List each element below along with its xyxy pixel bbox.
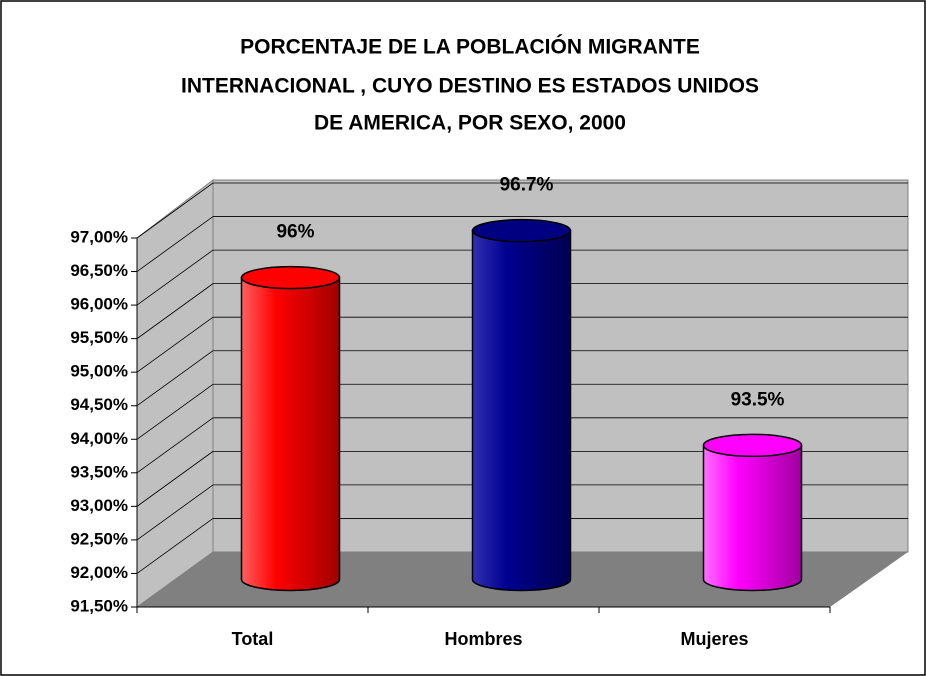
grid-line [136, 249, 214, 306]
y-tick-label: 92,00% [70, 563, 128, 582]
y-tick-label: 93,50% [70, 462, 128, 481]
title-line: INTERNACIONAL , CUYO DESTINO ES ESTADOS … [181, 75, 759, 98]
title-line: DE AMERICA, POR SEXO, 2000 [314, 112, 626, 135]
y-tick-label: 94,00% [70, 429, 128, 448]
grid-line [136, 283, 214, 339]
grid-line [136, 216, 214, 272]
grid-line [136, 451, 214, 507]
grid-line [136, 518, 214, 574]
bar [240, 276, 341, 592]
grid-line [136, 316, 214, 373]
x-tick-label: Mujeres [680, 629, 748, 649]
grid-line [136, 383, 214, 440]
bar-top [471, 218, 572, 243]
data-label: 96.7% [500, 175, 554, 196]
chart-title: PORCENTAJE DE LA POBLACIÓN MIGRANTE INTE… [181, 35, 759, 135]
bar-top [702, 433, 803, 458]
y-tick-label: 95,50% [70, 328, 128, 347]
y-tick-label: 97,00% [70, 227, 128, 246]
title-line: PORCENTAJE DE LA POBLACIÓN MIGRANTE [240, 35, 700, 59]
y-tick-label: 95,00% [70, 362, 128, 381]
grid-line [136, 350, 214, 407]
bar [471, 229, 572, 592]
y-tick-label: 94,50% [70, 395, 128, 414]
y-tick-label: 92,50% [70, 529, 128, 548]
data-label: 93.5% [731, 389, 785, 410]
y-tick-label: 91,50% [70, 596, 128, 615]
grid-line [136, 417, 214, 474]
x-tick-label: Total [232, 629, 274, 649]
bar-top [240, 265, 341, 290]
y-tick-label: 93,00% [70, 496, 128, 515]
data-label: 96% [276, 222, 314, 243]
y-tick-label: 96,00% [70, 295, 128, 314]
x-tick-label: Hombres [444, 629, 522, 649]
bar [702, 444, 803, 592]
grid-line [136, 484, 214, 541]
y-tick-label: 96,50% [70, 261, 128, 280]
grid-line [136, 182, 214, 239]
